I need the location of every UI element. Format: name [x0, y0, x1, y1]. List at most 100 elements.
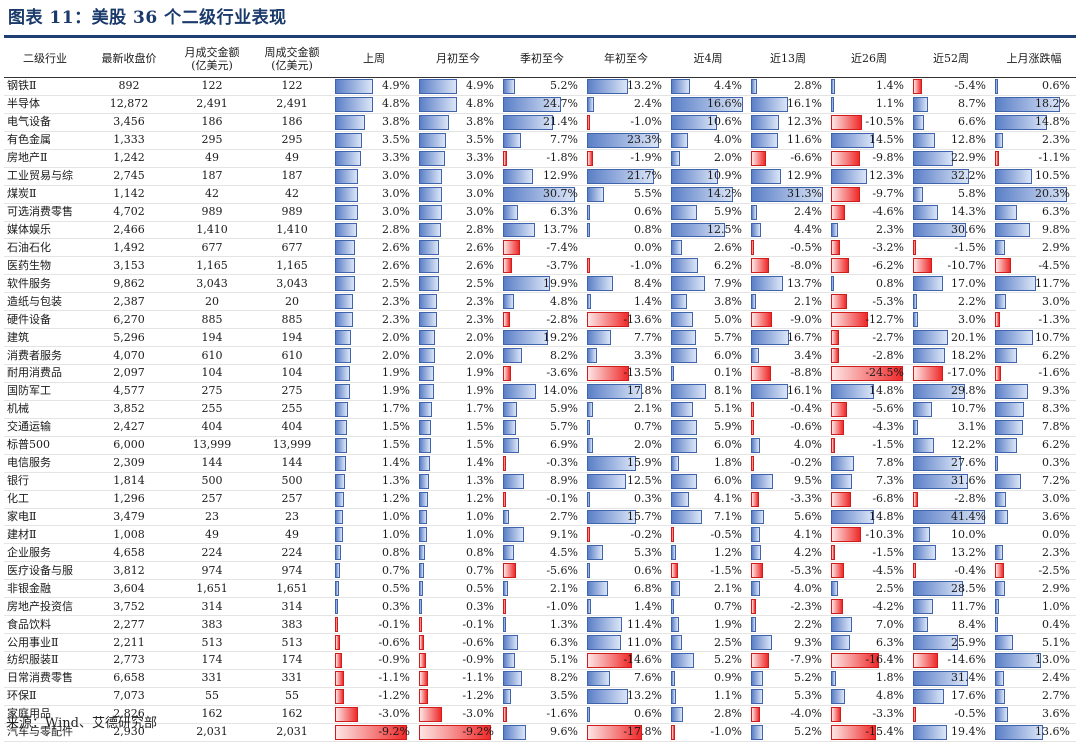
pct-cell: 41.4%: [910, 508, 992, 527]
value-cell: 383: [252, 615, 332, 635]
pct-value: -2.3%: [790, 599, 822, 613]
positive-bar: [831, 168, 868, 184]
pct-cell: 2.6%: [416, 238, 500, 258]
positive-bar: [503, 509, 510, 525]
positive-bar: [671, 96, 743, 112]
pct-value: 2.3%: [466, 294, 494, 308]
positive-bar: [751, 294, 756, 310]
industry-name: 半导体: [4, 95, 86, 114]
pct-cell: -10.5%: [828, 113, 910, 132]
table-row: 半导体 12,872 2,491 2,491 4.8% 4.8% 24.7% 2.4% 16.6…: [4, 95, 1076, 114]
pct-value: 3.8%: [714, 294, 742, 308]
pct-value: 3.0%: [466, 169, 494, 183]
pct-cell: 14.5%: [828, 131, 910, 150]
pct-value: 1.9%: [714, 617, 742, 631]
pct-cell: 2.1%: [584, 400, 668, 419]
negative-bar: [831, 545, 836, 561]
positive-bar: [751, 276, 783, 292]
negative-bar: [587, 258, 591, 274]
positive-bar: [913, 599, 934, 615]
pct-value: -3.7%: [546, 258, 578, 272]
negative-bar: [587, 366, 629, 381]
pct-value: 7.1%: [714, 509, 742, 523]
negative-bar: [335, 635, 340, 650]
pct-cell: 9.3%: [748, 633, 828, 652]
positive-bar: [751, 635, 773, 650]
positive-bar: [831, 509, 875, 525]
pct-value: -4.2%: [872, 599, 904, 613]
pct-cell: 2.5%: [416, 274, 500, 294]
value-cell: 2,773: [86, 651, 172, 670]
value-cell: 20: [172, 292, 252, 312]
pct-value: 1.4%: [634, 294, 662, 308]
pct-cell: -1.6%: [992, 364, 1076, 383]
positive-bar: [335, 473, 346, 489]
pct-value: 14.0%: [543, 384, 578, 398]
pct-value: -3.6%: [546, 366, 578, 380]
pct-value: 2.3%: [876, 222, 904, 236]
pct-value: 2.3%: [466, 312, 494, 326]
positive-bar: [751, 670, 763, 686]
pct-value: 4.8%: [466, 97, 494, 111]
pct-cell: 1.2%: [416, 490, 500, 509]
pct-value: 5.2%: [794, 725, 822, 739]
pct-value: 2.8%: [382, 222, 410, 236]
pct-value: 14.2%: [707, 187, 742, 201]
pct-value: 3.0%: [382, 187, 410, 201]
negative-bar: [587, 114, 591, 130]
pct-value: 22.9%: [951, 151, 986, 165]
positive-bar: [671, 473, 698, 489]
pct-cell: 3.0%: [992, 490, 1076, 509]
positive-bar: [913, 222, 967, 238]
positive-bar: [995, 491, 1006, 507]
pct-cell: 0.8%: [828, 274, 910, 294]
positive-bar: [831, 222, 838, 238]
pct-value: -4.5%: [1038, 258, 1070, 272]
value-cell: 1,410: [172, 221, 252, 240]
column-header: 月成交金额 (亿美元): [172, 40, 252, 78]
pct-value: 21.4%: [543, 115, 578, 129]
positive-bar: [503, 527, 525, 543]
pct-value: 6.8%: [634, 581, 662, 595]
pct-cell: 3.0%: [416, 167, 500, 186]
pct-cell: 21.4%: [500, 113, 584, 132]
pct-value: 31.4%: [951, 671, 986, 685]
positive-bar: [751, 132, 778, 148]
pct-cell: 3.8%: [668, 292, 748, 312]
pct-cell: 24.7%: [500, 95, 584, 114]
pct-cell: 1.0%: [416, 508, 500, 527]
negative-bar: [831, 330, 839, 346]
pct-cell: 7.7%: [500, 131, 584, 150]
pct-cell: 5.1%: [992, 633, 1076, 652]
positive-bar: [335, 168, 359, 184]
value-cell: 12,872: [86, 95, 172, 114]
table-row: 硬件设备 6,270 885 885 2.3% 2.3% -2.8% -13.6% 5.0% -9…: [4, 310, 1076, 330]
positive-bar: [419, 473, 430, 489]
positive-bar: [335, 294, 353, 310]
pct-cell: 5.7%: [500, 418, 584, 437]
negative-bar: [419, 635, 424, 650]
pct-cell: -1.1%: [332, 669, 416, 688]
pct-cell: 16.1%: [748, 95, 828, 114]
pct-value: -0.5%: [710, 527, 742, 541]
pct-value: 1.1%: [876, 97, 904, 111]
industry-name: 纺织服装Ⅱ: [4, 651, 86, 670]
pct-cell: 5.2%: [668, 651, 748, 670]
pct-value: -0.4%: [954, 563, 986, 577]
pct-value: 2.5%: [876, 581, 904, 595]
pct-cell: 3.0%: [416, 185, 500, 204]
pct-value: 19.2%: [543, 330, 578, 344]
pct-value: -9.0%: [790, 312, 822, 326]
pct-cell: 2.1%: [500, 579, 584, 599]
negative-bar: [995, 312, 1000, 328]
pct-value: 10.0%: [951, 527, 986, 541]
pct-cell: 8.2%: [500, 346, 584, 365]
pct-cell: -0.4%: [910, 561, 992, 581]
positive-bar: [335, 581, 339, 597]
pct-value: 10.7%: [951, 402, 986, 416]
pct-value: 2.1%: [550, 581, 578, 595]
pct-cell: 4.9%: [332, 77, 416, 96]
pct-cell: 7.8%: [828, 454, 910, 473]
pct-cell: 21.7%: [584, 167, 668, 186]
industry-name: 建材Ⅱ: [4, 525, 86, 545]
